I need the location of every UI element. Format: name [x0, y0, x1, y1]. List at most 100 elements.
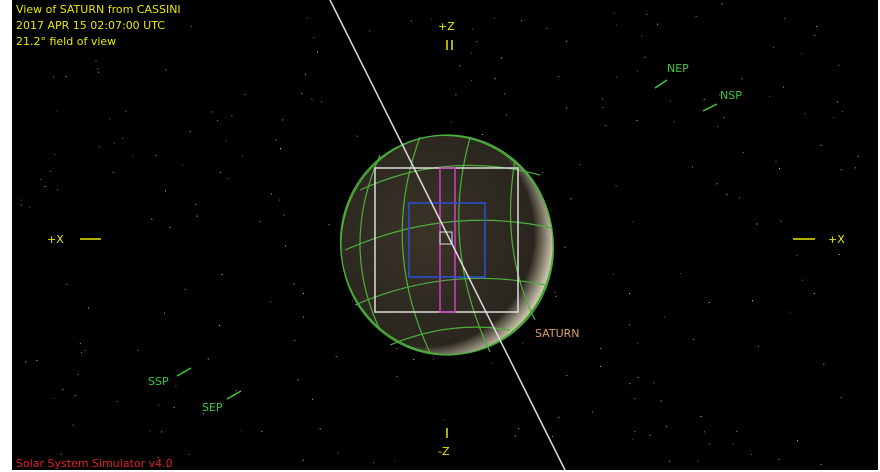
star [700, 416, 702, 417]
footer: Solar System Simulator v4.0 [16, 457, 173, 470]
star [775, 161, 777, 162]
star [396, 348, 398, 349]
star [602, 98, 604, 100]
star [820, 144, 822, 146]
star [270, 193, 272, 195]
star [780, 220, 782, 222]
star [173, 406, 175, 408]
star [679, 273, 681, 274]
star [500, 57, 502, 59]
star [591, 411, 593, 413]
star [20, 204, 22, 206]
star [25, 361, 27, 363]
star [459, 65, 461, 67]
star [636, 120, 638, 122]
star [165, 69, 167, 71]
star [692, 166, 693, 168]
star [726, 194, 728, 196]
star [112, 171, 114, 173]
star [60, 453, 62, 455]
star [646, 13, 648, 15]
star [756, 223, 758, 225]
star [151, 218, 153, 220]
header-line: 2017 APR 15 02:07:00 UTC [16, 19, 165, 32]
star [796, 440, 798, 442]
pole-label: NEP [667, 62, 689, 75]
star [716, 183, 718, 185]
star [218, 325, 220, 326]
star [555, 295, 557, 297]
star [79, 342, 81, 344]
star [312, 398, 314, 400]
star [293, 283, 295, 285]
star [723, 117, 725, 118]
star [613, 273, 615, 275]
star [719, 94, 721, 96]
star [402, 136, 403, 138]
star [673, 121, 675, 123]
star [653, 382, 655, 384]
star [285, 245, 286, 247]
star [320, 101, 322, 103]
star [616, 24, 618, 26]
star [736, 430, 738, 432]
star [838, 254, 840, 256]
axis-label: +X [828, 233, 845, 246]
star [313, 37, 315, 39]
star [44, 186, 46, 188]
star [600, 347, 602, 349]
star [566, 375, 568, 376]
star [854, 167, 856, 169]
star [769, 95, 771, 97]
star [504, 93, 506, 95]
star [188, 454, 190, 455]
star [219, 172, 221, 173]
star [36, 360, 38, 362]
star [551, 209, 553, 211]
star [552, 435, 553, 437]
star [741, 78, 743, 80]
star [758, 345, 760, 347]
axis-label: -Z [438, 445, 450, 458]
star [303, 316, 304, 318]
star [53, 397, 55, 399]
star [282, 119, 284, 121]
star [137, 349, 139, 351]
star [311, 98, 313, 100]
star [98, 146, 100, 148]
star [840, 169, 842, 171]
star [225, 140, 227, 142]
star [196, 215, 198, 217]
star [634, 431, 636, 432]
star [637, 70, 638, 72]
star [164, 312, 165, 314]
star [836, 101, 838, 103]
star [752, 300, 753, 302]
star [88, 307, 90, 309]
axis-label: +Z [438, 20, 455, 33]
star [175, 385, 177, 387]
star [301, 92, 303, 94]
star [190, 25, 192, 27]
star [717, 126, 719, 128]
star [801, 53, 803, 55]
star [109, 464, 111, 466]
star [566, 107, 568, 109]
star [708, 302, 710, 303]
target-label: SATURN [535, 327, 580, 340]
star [240, 430, 242, 432]
star [97, 68, 99, 70]
star [666, 426, 668, 428]
star [522, 342, 524, 344]
star [443, 419, 445, 421]
star [207, 358, 209, 360]
star [54, 154, 56, 155]
star [751, 454, 753, 455]
star [664, 316, 665, 318]
star [161, 431, 163, 433]
star [158, 404, 160, 406]
pole-ticks [176, 79, 718, 400]
star [641, 35, 643, 37]
star [471, 79, 473, 81]
